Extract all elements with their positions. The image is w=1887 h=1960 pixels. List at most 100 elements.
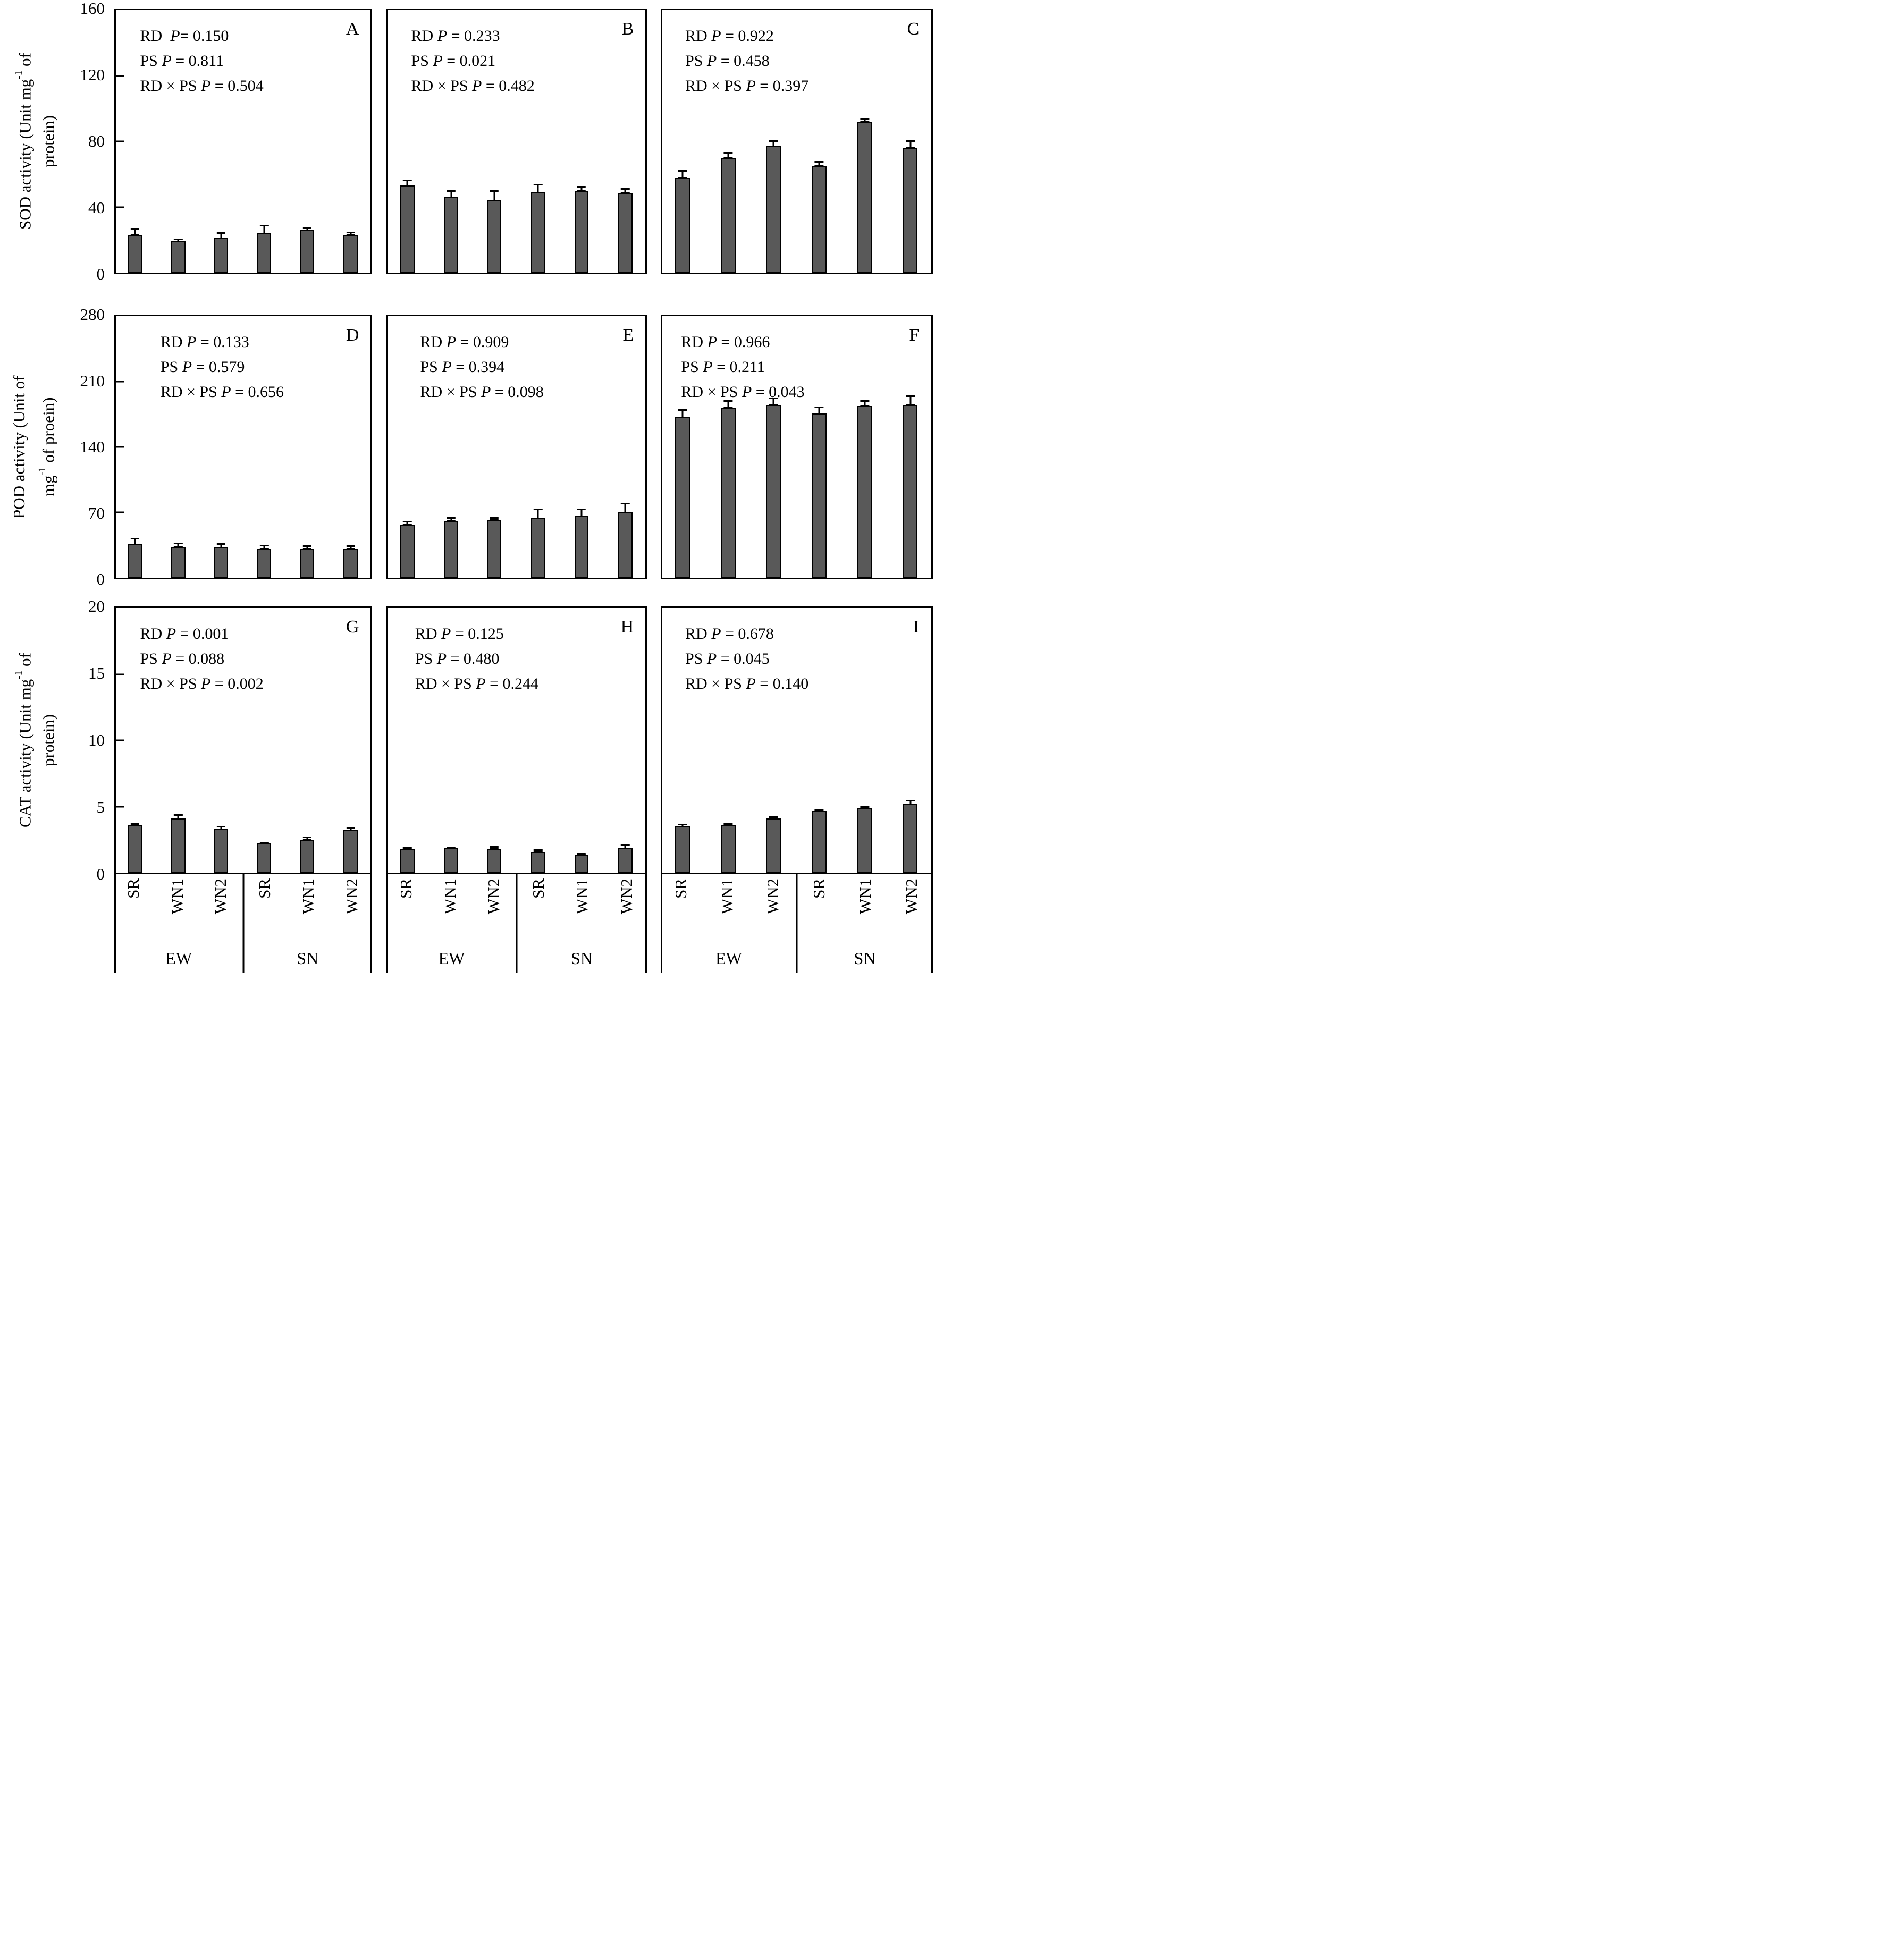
p-value-line: RD × PS P = 0.397 [685,73,808,98]
bar-ew-wn1 [171,241,186,273]
treatment-label-sr: SR [671,878,690,899]
error-bar-stem [909,141,912,148]
error-bar-cap-bottom [490,848,499,850]
stat-label: RD × PS [685,77,746,95]
panel-letter: D [346,325,359,345]
y-axis-title-line: protein) [37,606,60,874]
error-bar-cap-top [303,545,312,547]
error-bar-cap-top [216,232,225,234]
bar-sn-sr [257,548,272,578]
error-bar-stem [493,847,495,849]
bar-sn-wn1 [574,516,589,578]
error-bar-cap-top [447,846,456,848]
error-bar-cap-top [860,400,870,402]
error-bar-cap-bottom [216,828,225,830]
error-bar-stem [220,233,222,239]
error-bar-stem [493,518,495,520]
p-symbol: P [746,77,756,95]
y-tick-label: 0 [96,865,105,883]
error-bar-cap-bottom [678,176,687,179]
bars-plot [388,10,645,273]
error-bar-cap-top [490,517,499,519]
error-bar-stem [681,410,684,417]
error-bar-cap-top [723,822,733,824]
error-bar-cap-bottom [303,229,312,231]
panel-f: RD P = 0.966 PS P = 0.211 RD × PS P = 0.04… [661,315,933,579]
error-bar-cap-top [130,538,140,540]
y-axis-title-text: of [15,53,35,71]
treatment-label-sr: SR [255,878,274,899]
treatment-label-wn1: WN1 [298,878,317,915]
error-bar-cap-bottom [814,412,824,415]
error-bar-cap-bottom [814,810,824,813]
bar-sn-wn2 [903,404,918,578]
error-bar-cap-top [769,816,778,818]
treatment-label-sr: SR [528,878,547,899]
error-bar-cap-bottom [621,192,630,195]
bar-sn-wn2 [343,830,358,873]
error-bar-stem [681,171,684,178]
error-bar-cap-bottom [577,190,586,192]
stat-label: PS [681,358,703,376]
panel-letter: H [620,617,634,637]
treatment-label-wn2: WN2 [484,878,503,915]
treatment-label-wn1: WN1 [167,878,187,915]
error-bar-cap-top [303,837,312,839]
error-bar-cap-bottom [216,546,225,548]
error-bar-stem [772,398,774,405]
error-bar-cap-bottom [769,817,778,820]
error-bar-cap-top [814,407,824,409]
error-bar-stem [134,539,136,544]
p-symbol: P [166,624,176,643]
stat-value: = 0.656 [231,383,284,401]
bar-ew-wn1 [721,825,736,873]
error-bar-stem [864,119,865,122]
error-bar-cap-bottom [905,404,915,406]
error-bar-cap-top [577,508,586,510]
error-bar-stem [177,543,179,547]
y-tick-mark [116,511,124,513]
bar-ew-wn1 [721,157,736,273]
y-tick-label: 20 [88,597,105,615]
error-bar-cap-bottom [346,234,355,236]
error-bar-cap-bottom [769,146,778,148]
stat-value: = 0.966 [717,333,770,351]
error-bar-stem [306,546,308,549]
bars-plot [662,10,931,273]
error-bar-stem [177,240,179,242]
y-tick-label: 280 [80,305,105,324]
error-bar-cap-bottom [533,191,543,193]
stats-block: RD P = 0.233 PS P = 0.021 RD × PS P = 0.48… [411,23,535,98]
group-label-ew: EW [438,949,465,968]
error-bar-cap-bottom [814,165,824,167]
error-bar-cap-bottom [216,238,225,240]
row-sod: SOD activity (Unit mg-1 of protein) 160 120… [0,0,944,283]
error-bar-stem [493,191,495,201]
bar-sn-wn2 [343,548,358,578]
figure-antioxidant-enzyme-activity: SOD activity (Unit mg-1 of protein) 160 120… [0,0,944,980]
error-bar-cap-top [621,188,630,190]
stat-label: RD [415,624,441,643]
divider-line-left [114,874,116,973]
p-symbol: P [221,383,231,401]
p-symbol: P [170,27,180,45]
panel-e: RD P = 0.909 PS P = 0.394 RD × PS P = 0.09… [386,315,647,579]
treatment-label-sr: SR [810,878,829,899]
error-bar-cap-top [130,823,140,825]
bars-plot [388,316,645,578]
bar-sn-sr [812,413,827,578]
y-tick-label: 120 [80,65,105,84]
error-bar-cap-bottom [621,847,630,849]
y-axis-title-text: of [15,653,35,671]
error-bar-cap-bottom [260,843,269,845]
stats-block: RD P = 0.909 PS P = 0.394 RD × PS P = 0.09… [420,330,544,404]
error-bar-stem [772,141,774,147]
stats-block: RD P = 0.922 PS P = 0.458 RD × PS P = 0.39… [685,23,808,98]
p-value-line: RD × PS P = 0.656 [161,379,284,404]
p-symbol: P [706,52,717,70]
stat-label: RD [420,333,447,351]
stat-value: = 0.133 [196,333,249,351]
bar-ew-sr [128,825,142,873]
group-label-sn: SN [571,949,593,968]
divider-line-left [661,874,662,973]
